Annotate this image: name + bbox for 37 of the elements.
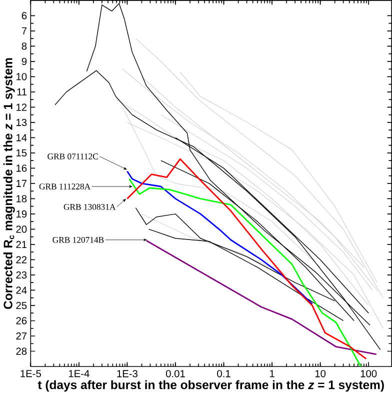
y-tick-label: 12 — [16, 104, 27, 111]
y-tick-label: 23 — [16, 271, 27, 279]
y-tick-label: 27 — [16, 332, 27, 340]
x-tick-label: 1E-4 — [68, 370, 90, 378]
y-tick-label: 11 — [17, 88, 27, 96]
y-tick-label: 28 — [16, 348, 27, 355]
annotation: GRB 071112C — [48, 154, 98, 160]
x-tick-label: 1E-3 — [117, 370, 138, 378]
y-tick-label: 22 — [16, 256, 27, 264]
y-tick-label: 15 — [16, 149, 27, 156]
y-tick-label: 8 — [22, 42, 27, 50]
y-tick-label: 19 — [16, 210, 27, 218]
y-tick-label: 17 — [16, 180, 27, 187]
y-tick-label: 21 — [16, 240, 27, 248]
y-tick-label: 16 — [16, 164, 27, 172]
y-tick-label: 18 — [16, 195, 27, 202]
x-tick-label: 0.1 — [217, 370, 230, 378]
x-tick-label: 1E-5 — [20, 370, 41, 378]
y-tick-label: 26 — [16, 317, 27, 324]
y-tick-label: 7 — [22, 27, 27, 34]
y-tick-label: 10 — [16, 73, 27, 80]
y-tick-label: 13 — [16, 118, 27, 126]
x-tick-label: 1 — [270, 370, 274, 378]
y-tick-label: 6 — [22, 12, 27, 20]
y-tick-label: 25 — [16, 302, 27, 310]
y-axis-title: Corrected R$_{c}$ magnitude in the z = 1 system — [3, 58, 15, 309]
y-tick-label: 9 — [22, 58, 27, 66]
y-tick-label: 14 — [16, 134, 27, 142]
x-tick-label: 10 — [315, 370, 326, 378]
y-tick-label: 20 — [16, 226, 27, 233]
annotation: GRB 120714B — [52, 236, 104, 243]
y-tick-label: 24 — [16, 286, 27, 294]
annotation: GRB 111228A — [39, 184, 91, 190]
x-axis-title: t (days after burst in the observer frame in the z = 1 system) — [38, 380, 384, 392]
annotation: GRB 130831A — [64, 204, 116, 210]
x-tick-label: 100 — [360, 370, 377, 378]
x-tick-label: 0.01 — [166, 370, 185, 378]
